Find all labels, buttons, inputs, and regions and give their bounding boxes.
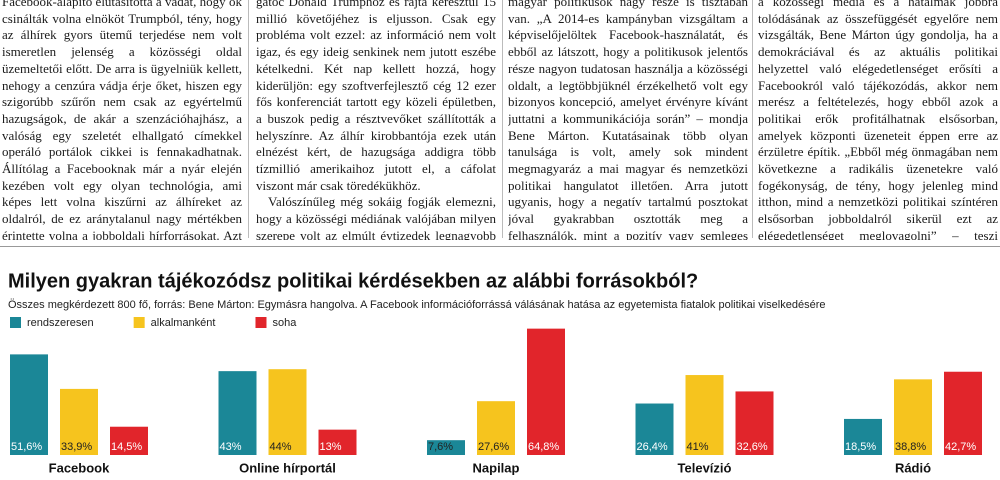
article-column: Facebook-alapító elutasította a vádat, h… [2,0,242,240]
legend-swatch [255,317,267,328]
bar [318,429,357,455]
bar [944,371,982,455]
value-label: 38,8% [895,441,926,453]
bar [894,379,932,455]
bar [427,440,465,455]
legend-label: rendszeresen [27,317,94,329]
bar [527,328,565,455]
value-label: 51,6% [11,441,42,453]
bar [268,369,307,455]
paragraph: Facebook-alapító elutasította a vádat, h… [2,0,242,240]
column-divider [248,0,249,238]
bar [477,401,515,455]
legend-label: soha [272,317,297,329]
column-divider [502,0,503,238]
value-label: 33,9% [61,441,92,453]
article-column: a közösségi média és a hatalmak jobbra t… [758,0,998,240]
bar [60,388,98,455]
value-label: 7,6% [428,441,453,453]
value-label: 26,4% [637,441,668,453]
value-label: 27,6% [478,441,509,453]
value-label: 44% [270,441,292,453]
value-label: 32,6% [737,441,768,453]
legend-label: alkalmanként [151,317,216,329]
bar [218,371,257,455]
x-tick-label: Facebook [49,460,110,475]
paragraph: a közösségi média és a hatalmak jobbra t… [758,0,998,240]
paragraph: gatóc Donald Trumphoz és rajta keresztül… [256,0,496,193]
bar [10,354,48,455]
value-label: 41% [687,441,709,453]
x-tick-label: Rádió [895,460,931,475]
bar [110,426,148,455]
legend-swatch [133,317,145,328]
value-label: 18,5% [845,441,876,453]
value-label: 43% [220,441,242,453]
bar [685,375,724,455]
separator [0,246,1000,247]
article-column: gatóc Donald Trumphoz és rajta keresztül… [256,0,496,240]
chart-title: Milyen gyakran tájékozódsz politikai kér… [8,270,698,292]
article-column: magyar politikusok nagy része is tisztáb… [508,0,748,240]
paragraph: magyar politikusok nagy része is tisztáb… [508,0,748,240]
bar [635,403,674,455]
x-tick-label: Napilap [473,460,520,475]
article: Facebook-alapító elutasította a vádat, h… [2,0,998,240]
value-label: 42,7% [945,441,976,453]
value-label: 14,5% [111,441,142,453]
paragraph: Valószínűleg még sokáig fogják elemezni,… [256,194,496,240]
column-divider [752,0,753,238]
chart: Milyen gyakran tájékozódsz politikai kér… [8,270,982,475]
value-label: 13% [320,441,342,453]
value-label: 64,8% [528,441,559,453]
bar [844,418,882,455]
bar [735,391,774,455]
x-tick-label: Televízió [678,460,732,475]
legend-swatch [10,317,21,328]
x-tick-label: Online hírportál [239,460,336,475]
chart-subtitle: Összes megkérdezett 800 fő, forrás: Bene… [8,299,825,311]
